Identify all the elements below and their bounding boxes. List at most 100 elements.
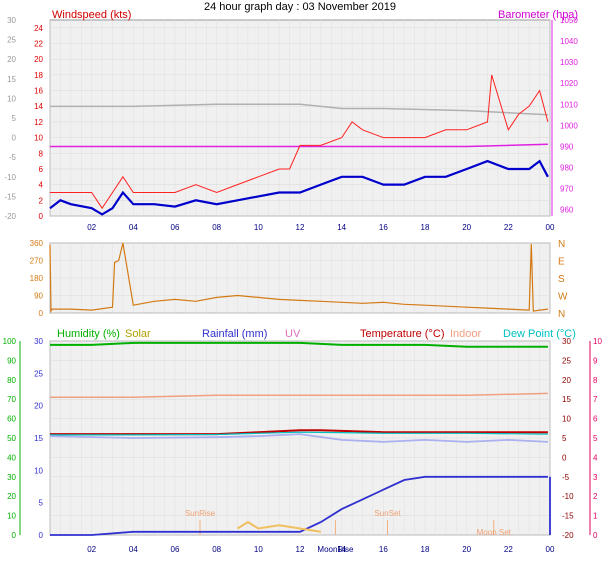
baro-tick-label: 990 — [560, 142, 574, 151]
outer-tick-label: 15 — [7, 75, 16, 84]
temp-tick-label: 30 — [562, 337, 571, 346]
rain-tick-label: 30 — [34, 337, 43, 346]
x-tick-label: 08 — [212, 223, 221, 232]
dir-tick-label: 180 — [30, 274, 44, 283]
wind-tick-label: 2 — [39, 196, 44, 205]
x-tick-label: 02 — [87, 223, 96, 232]
x-tick-label: 12 — [296, 545, 305, 554]
outer-tick-label: 5 — [12, 114, 17, 123]
humidity-tick-label: 30 — [7, 473, 16, 482]
x-tick-label: 18 — [421, 223, 430, 232]
temp-tick-label: -10 — [562, 492, 574, 501]
uv-tick-label: 10 — [593, 337, 602, 346]
x-tick-label: 04 — [129, 545, 138, 554]
wind-tick-label: 20 — [34, 55, 43, 64]
wind-tick-label: 0 — [39, 212, 44, 221]
legend-item: Temperature (°C) — [360, 328, 444, 340]
legend-item: Humidity (%) — [57, 328, 120, 340]
baro-tick-label: 960 — [560, 206, 574, 215]
legend-item: Dew Point (°C) — [503, 328, 576, 340]
baro-tick-label: 1030 — [560, 58, 578, 67]
event-label: Moon Set — [477, 528, 512, 537]
humidity-tick-label: 40 — [7, 453, 16, 462]
wind-tick-label: 10 — [34, 134, 43, 143]
outer-tick-label: -20 — [4, 212, 16, 221]
wind-tick-label: 18 — [34, 71, 43, 80]
event-label: SunRise — [185, 509, 216, 518]
baro-tick-label: 970 — [560, 185, 574, 194]
wind-tick-label: 24 — [34, 24, 43, 33]
compass-label: S — [558, 274, 565, 285]
x-tick-label: 10 — [254, 545, 263, 554]
x-tick-label: 16 — [379, 545, 388, 554]
dir-tick-label: 270 — [30, 257, 44, 266]
baro-tick-label: 1040 — [560, 37, 578, 46]
wind-tick-label: 14 — [34, 102, 43, 111]
humidity-tick-label: 90 — [7, 356, 16, 365]
x-tick-label: 10 — [254, 223, 263, 232]
x-tick-label: 22 — [504, 223, 513, 232]
uv-tick-label: 8 — [593, 376, 598, 385]
outer-tick-label: 0 — [12, 134, 17, 143]
x-tick-label: 20 — [462, 223, 471, 232]
temp-tick-label: 5 — [562, 434, 567, 443]
x-tick-label: 00 — [546, 545, 555, 554]
x-tick-label: 14 — [337, 545, 346, 554]
uv-tick-label: 7 — [593, 395, 598, 404]
x-tick-label: 02 — [87, 545, 96, 554]
temp-tick-label: 25 — [562, 356, 571, 365]
x-tick-label: 12 — [296, 223, 305, 232]
direction-line — [49, 242, 548, 314]
legend-item: UV — [285, 328, 301, 340]
wind-tick-label: 4 — [39, 181, 44, 190]
x-tick-label: 14 — [337, 223, 346, 232]
rain-tick-label: 10 — [34, 466, 43, 475]
rain-line — [50, 475, 548, 536]
indoor-line — [50, 392, 548, 399]
uv-tick-label: 6 — [593, 415, 598, 424]
outer-tick-label: 10 — [7, 94, 16, 103]
x-tick-label: 20 — [462, 545, 471, 554]
dir-tick-label: 0 — [39, 309, 44, 318]
temp-tick-label: -20 — [562, 531, 574, 540]
uv-tick-label: 9 — [593, 356, 598, 365]
outer-tick-label: -15 — [4, 192, 16, 201]
uv-tick-label: 5 — [593, 434, 598, 443]
outer-tick-label: -10 — [4, 173, 16, 182]
humidity-tick-label: 60 — [7, 415, 16, 424]
legend-item: Indoor — [450, 328, 482, 340]
baro-tick-label: 1020 — [560, 79, 578, 88]
rain-tick-label: 5 — [39, 499, 44, 508]
rain-tick-label: 15 — [34, 434, 43, 443]
wind-tick-label: 6 — [39, 165, 44, 174]
baro-tick-label: 1000 — [560, 121, 578, 130]
uv-tick-label: 1 — [593, 512, 598, 521]
wind-tick-label: 16 — [34, 87, 43, 96]
temp-tick-label: -15 — [562, 512, 574, 521]
legend-item: Rainfall (mm) — [202, 328, 267, 340]
outer-tick-label: -5 — [9, 153, 17, 162]
wind-tick-label: 12 — [34, 118, 43, 127]
x-tick-label: 00 — [546, 223, 555, 232]
compass-label: N — [558, 239, 565, 250]
x-tick-label: 06 — [171, 223, 180, 232]
baro-tick-label: 980 — [560, 164, 574, 173]
uv-tick-label: 2 — [593, 492, 598, 501]
wind-right-label: Barometer (hpa) — [498, 9, 578, 21]
compass-label: E — [558, 257, 565, 268]
x-tick-label: 04 — [129, 223, 138, 232]
baro-tick-label: 1010 — [560, 100, 578, 109]
solar-line — [236, 520, 321, 533]
baro-tick-label: 1050 — [560, 16, 578, 25]
humidity-tick-label: 100 — [3, 337, 17, 346]
humidity-line — [50, 341, 548, 348]
humidity-tick-label: 70 — [7, 395, 16, 404]
rain-tick-label: 20 — [34, 402, 43, 411]
x-tick-label: 22 — [504, 545, 513, 554]
gust-line — [50, 74, 549, 210]
event-label: MoonRise — [317, 545, 354, 554]
chart-title: 24 hour graph day : 03 November 2019 — [204, 1, 396, 13]
dir-tick-label: 360 — [30, 239, 44, 248]
outer-tick-label: 20 — [7, 55, 16, 64]
